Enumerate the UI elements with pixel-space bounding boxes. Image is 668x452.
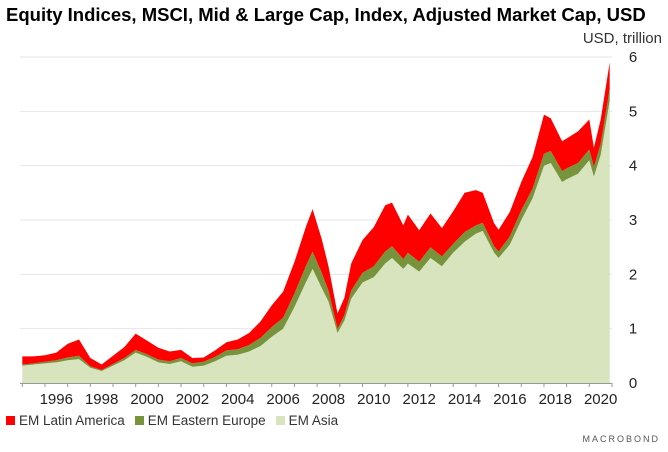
x-tick-label-2012: 2012 (403, 391, 436, 408)
legend: EM Latin America EM Eastern Europe EM As… (6, 413, 338, 428)
x-tick-label-2016: 2016 (493, 391, 526, 408)
y-tick-label-4: 4 (629, 158, 637, 175)
y-axis-unit-label: USD, trillion (582, 30, 662, 47)
x-axis: 1996 1998 2000 2002 2004 2006 2008 2010 2012 2014… (20, 383, 617, 408)
x-tick-label-2004: 2004 (221, 391, 254, 408)
legend-item-eastern-europe: EM Eastern Europe (134, 413, 266, 428)
x-tick-label-2006: 2006 (266, 391, 299, 408)
y-tick-label-0: 0 (629, 375, 637, 392)
legend-swatch-asia (275, 416, 285, 425)
x-tick-label-2020: 2020 (584, 391, 617, 408)
x-tick-label-2018: 2018 (539, 391, 572, 408)
legend-swatch-latin-america (6, 416, 15, 425)
x-tick-label-2002: 2002 (176, 391, 209, 408)
legend-item-latin-america: EM Latin America (6, 413, 125, 428)
brand-watermark: MACROBOND (582, 434, 660, 444)
y-tick-label-1: 1 (629, 321, 637, 338)
legend-swatch-eastern-europe (134, 416, 144, 425)
area-em-asia (22, 100, 610, 383)
x-tick-label-1998: 1998 (85, 391, 118, 408)
chart-title: Equity Indices, MSCI, Mid & Large Cap, I… (6, 4, 646, 25)
legend-label-latin-america: EM Latin America (19, 413, 125, 428)
y-tick-label-5: 5 (629, 103, 637, 120)
stacked-areas (22, 62, 610, 383)
y-tick-label-6: 6 (629, 49, 637, 66)
x-tick-label-2010: 2010 (357, 391, 390, 408)
y-axis: 0 1 2 3 4 5 6 (629, 49, 637, 392)
x-tick-label-2014: 2014 (448, 391, 481, 408)
x-tick-label-1996: 1996 (40, 391, 73, 408)
legend-item-asia: EM Asia (275, 413, 339, 428)
x-tick-label-2000: 2000 (130, 391, 163, 408)
y-tick-label-3: 3 (629, 212, 637, 229)
y-tick-label-2: 2 (629, 266, 637, 283)
x-tick-label-2008: 2008 (312, 391, 345, 408)
legend-label-eastern-europe: EM Eastern Europe (147, 413, 266, 428)
legend-label-asia: EM Asia (288, 413, 339, 428)
